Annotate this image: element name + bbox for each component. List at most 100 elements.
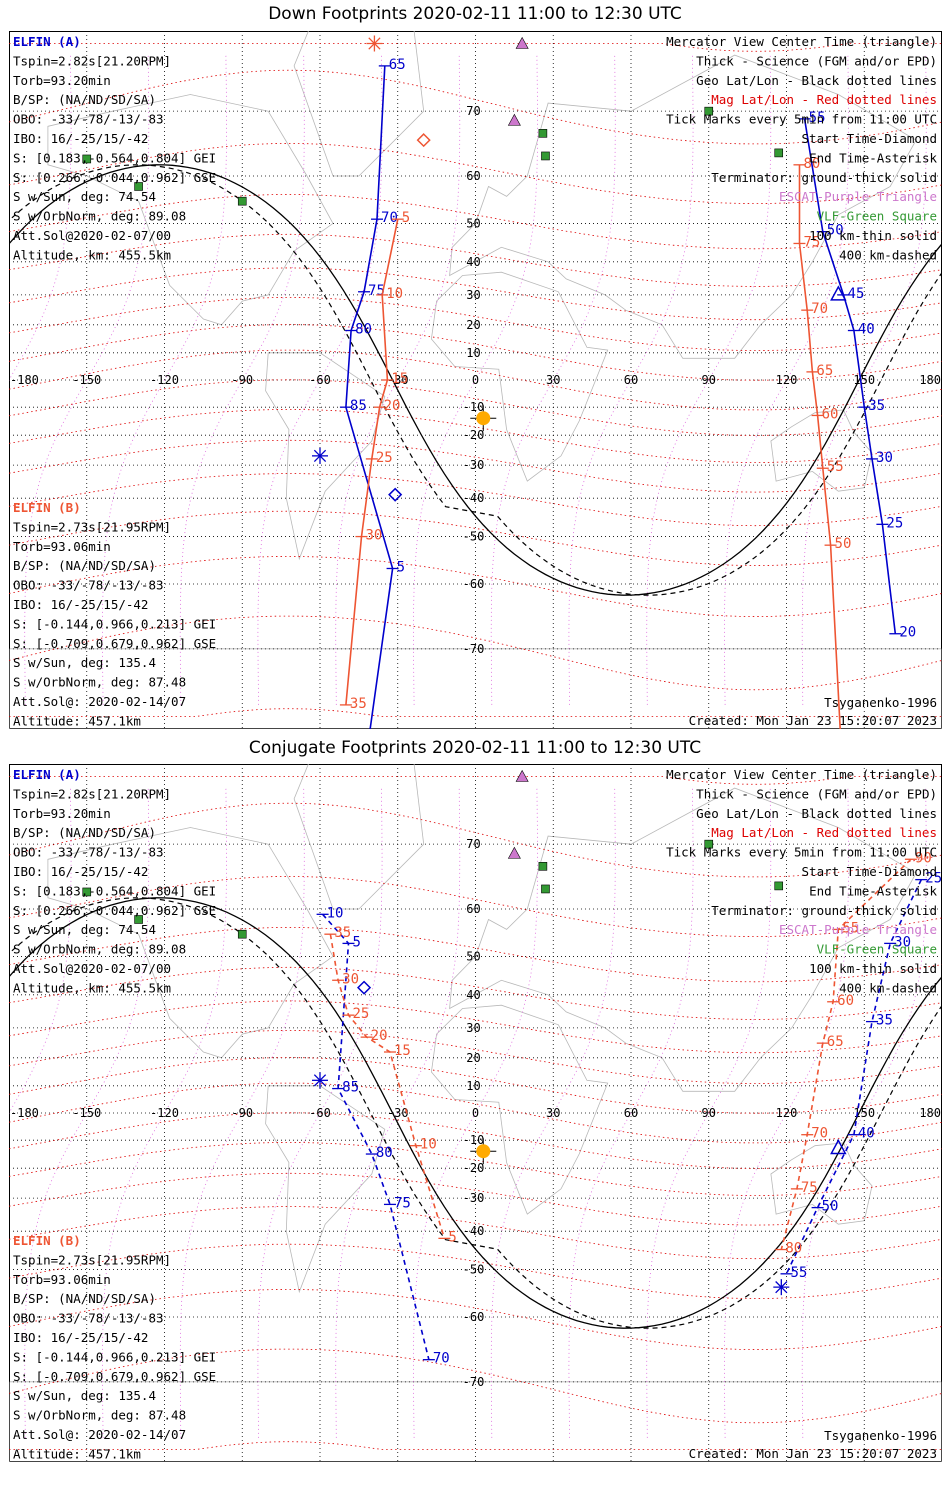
legend-line: VLF-Green Square <box>817 942 937 957</box>
mag-latitude-line <box>9 1030 942 1084</box>
elfin-b-tick-label: 70 <box>811 301 828 317</box>
legend-line: 400 km-dashed <box>839 247 937 262</box>
legend-line: Mag Lat/Lon - Red dotted lines <box>711 92 937 107</box>
legend-line: Geo Lat/Lon - Black dotted lines <box>696 806 937 821</box>
elfin-info-line: B/SP: (NA/ND/SD/SA) <box>13 1291 156 1306</box>
lat-tick-label: -30 <box>463 1191 485 1205</box>
elfin-b-tick-label: 80 <box>803 156 820 172</box>
legend-line: Mercator View Center Time (triangle) <box>666 34 937 49</box>
elfin-a-tick-label: 25 <box>925 871 942 887</box>
mag-meridian-line <box>335 55 461 705</box>
lat-tick-label: 20 <box>466 318 480 332</box>
mag-latitude-line <box>9 1112 942 1169</box>
elfin-info-line: S w/OrbNorm, deg: 87.48 <box>13 1408 186 1423</box>
lon-tick-label: -180 <box>10 373 39 387</box>
lon-tick-label: -90 <box>231 1106 253 1120</box>
lat-tick-label: -70 <box>463 642 485 656</box>
elfin-a-tick-label: 70 <box>433 1351 450 1367</box>
elfin-info-line: OBO: -33/-78/-13/-83 <box>13 845 164 860</box>
elfin-info-line: B/SP: (NA/ND/SD/SA) <box>13 558 156 573</box>
elfin-info-line: Att.Sol@2020-02-07/00 <box>13 228 171 243</box>
lat-tick-label: 20 <box>466 1051 480 1065</box>
vlf-square-icon <box>541 151 550 161</box>
elfin-info-line: OBO: -33/-78/-13/-83 <box>13 578 164 593</box>
legend-line: Tick Marks every 5min from 11:00 UTC <box>666 845 937 860</box>
elfin-info-line: B/SP: (NA/ND/SD/SA) <box>13 92 156 107</box>
lat-tick-label: -40 <box>463 491 485 505</box>
vlf-square-icon <box>774 148 784 158</box>
mag-meridian-line <box>24 788 150 1438</box>
elfin-b-tick-label: 90 <box>915 850 932 866</box>
legend-line: ESCAT-Purple Triangle <box>779 189 937 204</box>
legend-line: Terminator: ground-thick solid <box>711 903 937 918</box>
mag-latitude-line <box>9 267 942 321</box>
elfin-info-line: S: [0.266,-0.044,0.962] GSE <box>13 903 216 918</box>
legend-line: Thick - Science (FGM and/or EPD) <box>696 53 937 68</box>
elfin-info-line: Altitude, km: 455.5km <box>13 980 171 995</box>
legend-line: ESCAT-Purple Triangle <box>779 922 937 937</box>
mag-latitude-line <box>9 439 942 493</box>
elfin-info-line: OBO: -33/-78/-13/-83 <box>13 112 164 127</box>
elfin-info-line: S: [-0.709,0.679,0.962] GSE <box>13 1369 216 1384</box>
elfin-info-line: S: [0.183,-0.564,0.804] GEI <box>13 883 216 898</box>
center-time-triangle-icon <box>830 1138 847 1155</box>
lat-tick-label: 40 <box>466 988 480 1002</box>
elfin-b-tick-label: 60 <box>822 406 839 422</box>
mag-latitude-line <box>9 1000 942 1054</box>
mag-latitude-line <box>9 1206 942 1260</box>
terminator-400km <box>9 164 942 596</box>
vlf-square-icon <box>237 196 247 206</box>
mag-meridian-line <box>568 788 694 1438</box>
elfin-a-tick-label: 5 <box>353 934 361 950</box>
elfin-a-tick-label: 80 <box>376 1145 393 1161</box>
mag-latitude-line <box>9 1142 942 1196</box>
lon-tick-label: 120 <box>776 1106 798 1120</box>
legend-line: Mercator View Center Time (triangle) <box>666 767 937 782</box>
mag-latitude-line <box>9 473 942 527</box>
elfin-info-line: Torb=93.06min <box>13 1272 111 1287</box>
mag-meridian-line <box>801 788 927 1438</box>
lat-tick-label: 70 <box>466 837 480 851</box>
elfin-a-tick-label: 20 <box>899 625 916 641</box>
mag-meridian-line <box>412 55 539 705</box>
elfin-a-tick-label: 85 <box>350 398 367 414</box>
lat-tick-label: -10 <box>463 1133 485 1147</box>
mag-meridian-line <box>568 55 694 705</box>
elfin-header: ELFIN (A) <box>13 34 81 49</box>
elfin-b-tick-label: 20 <box>371 1028 388 1044</box>
elfin-b-tick-label: 25 <box>376 450 393 466</box>
elfin-a-tick-label: 50 <box>827 223 844 239</box>
elfin-header: ELFIN (B) <box>13 500 81 515</box>
mag-meridian-line <box>257 55 383 705</box>
lon-tick-label: -30 <box>387 373 409 387</box>
lat-tick-label: -60 <box>463 1310 485 1324</box>
lon-tick-label: -180 <box>10 1106 39 1120</box>
mag-meridian-line <box>9 55 72 381</box>
elfin-a-tick-label: 25 <box>886 515 903 531</box>
vlf-square-icon <box>774 881 784 891</box>
mag-meridian-line <box>101 788 228 1438</box>
elfin-info-line: Altitude: 457.1km <box>13 1446 141 1461</box>
down-footprints-map: -180 -150 -120 -90 -60 -30 0 30 60 90 120 150 180 70 6… <box>9 31 942 729</box>
mag-meridian-line <box>257 788 383 1438</box>
mag-meridian-line <box>412 788 539 1438</box>
mag-latitude-line <box>9 233 942 287</box>
mag-latitude-line <box>9 510 942 567</box>
mag-meridian-line <box>723 788 850 1438</box>
mag-latitude-line <box>9 1289 942 1351</box>
elfin-b-tick-label: 50 <box>835 536 852 552</box>
conjugate-footprints-map: -180 -150 -120 -90 -60 -30 0 30 60 90 120 150 180 70 6… <box>9 764 942 1462</box>
elfin-info-line: S: [-0.144,0.966,0.213] GEI <box>13 1349 216 1364</box>
elfin-b-tick-label: 20 <box>384 398 401 414</box>
elfin-info-line: Altitude: 457.1km <box>13 713 141 728</box>
continent-outline <box>47 827 334 1059</box>
elfin-b-tick-label: 30 <box>342 971 359 987</box>
legend-line: Start Time-Diamond <box>802 864 937 879</box>
elfin-a-tick-label: 85 <box>342 1080 359 1096</box>
elfin-b-tick-label: 55 <box>842 920 859 936</box>
lon-tick-label: -120 <box>150 1106 179 1120</box>
terminator-ground <box>9 897 942 1329</box>
lon-tick-label: 180 <box>919 1106 941 1120</box>
continent-outline <box>770 409 873 492</box>
elfin-b-tick-label: 65 <box>827 1034 844 1050</box>
